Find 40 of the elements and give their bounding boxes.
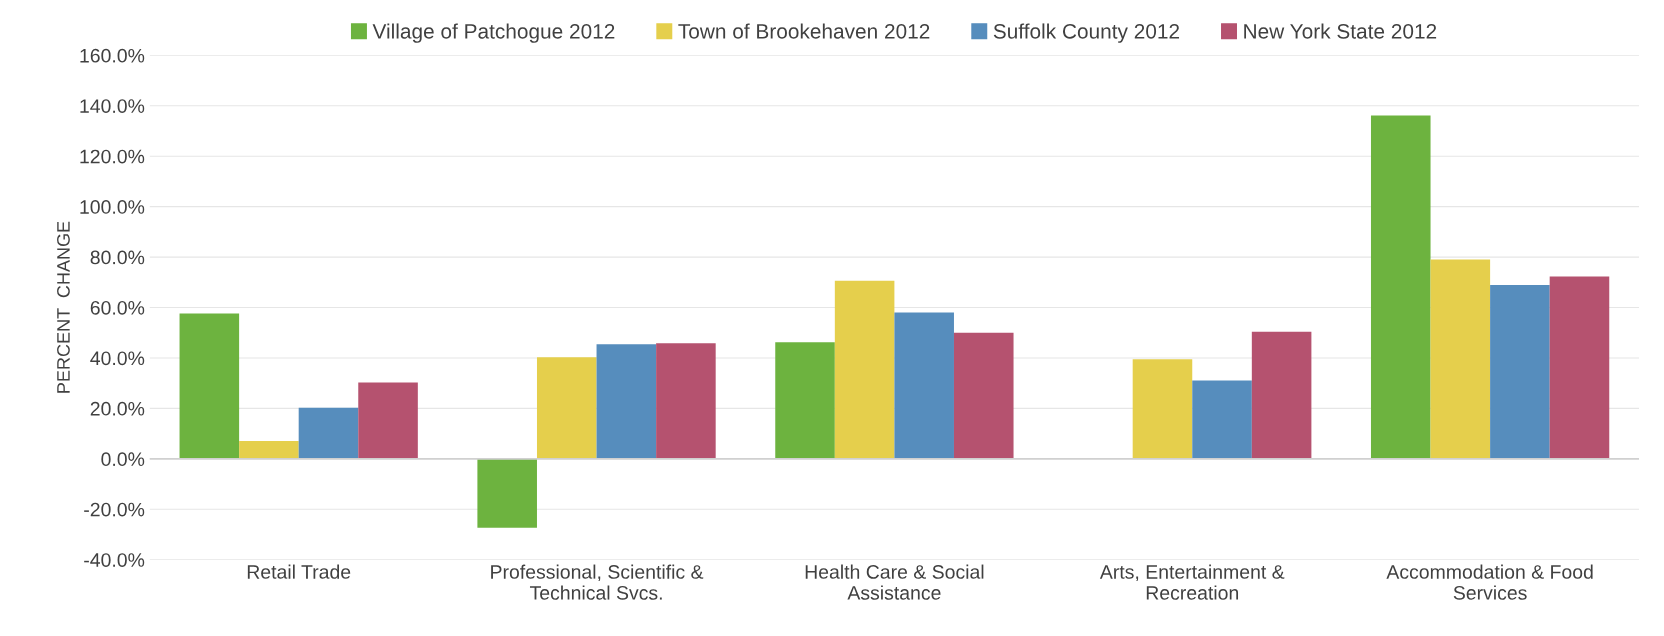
bar [1490, 285, 1550, 459]
x-tick-label: Arts, Entertainment & Recreation [1099, 564, 1285, 600]
bar [596, 344, 657, 459]
x-tick-label: Retail Trade [247, 564, 351, 579]
y-tick-label: 160.0% [80, 48, 145, 63]
bar [239, 440, 299, 459]
bar [298, 407, 359, 459]
bar [894, 312, 954, 459]
y-tick-label: 40.0% [90, 351, 145, 366]
y-tick-label: 20.0% [90, 401, 145, 416]
bar [477, 458, 537, 528]
bar [1549, 276, 1610, 459]
bar [1370, 115, 1431, 459]
x-tick-label: Professional, Scientific & Technical Svcs. [491, 564, 704, 600]
bar [775, 342, 835, 459]
legend-label: New York State 2012 [1244, 23, 1437, 39]
y-tick-label: 120.0% [80, 149, 145, 164]
legend-label: Town of Brookehaven 2012 [678, 23, 930, 39]
bar [536, 357, 597, 459]
x-tick-label: Health Care & Social Assistance [805, 564, 984, 600]
y-tick-label: 0.0% [101, 452, 145, 467]
y-tick-label: -40.0% [84, 553, 145, 567]
y-tick-label: 140.0% [80, 99, 145, 113]
legend-label: Suffolk County 2012 [993, 23, 1180, 43]
y-tick-label: 100.0% [80, 200, 145, 214]
y-axis-title: PERCENT CHANGE [57, 221, 70, 393]
bar [179, 313, 240, 459]
y-tick-label: 80.0% [90, 250, 145, 265]
bar [358, 382, 418, 459]
bar [834, 280, 895, 459]
bar [1192, 380, 1252, 459]
bar [1251, 331, 1312, 459]
y-tick-label: -20.0% [84, 502, 145, 517]
bar [656, 343, 716, 459]
bar [1132, 359, 1193, 459]
bar [953, 332, 1014, 459]
x-tick-label: Accommodation & Food Services [1386, 564, 1593, 600]
y-tick-label: 60.0% [90, 300, 145, 315]
bar [1430, 259, 1491, 459]
legend-label: Village of Patchogue 2012 [372, 23, 615, 43]
